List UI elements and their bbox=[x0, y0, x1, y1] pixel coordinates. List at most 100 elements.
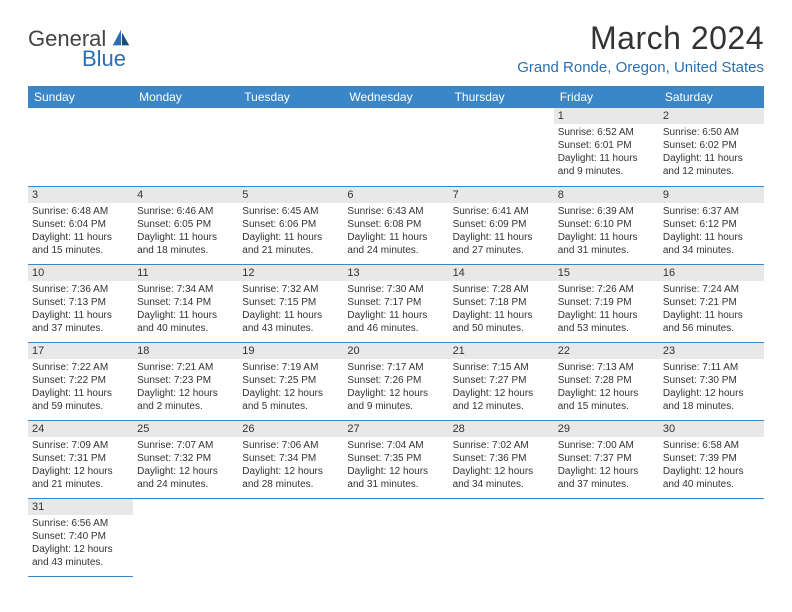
day-number: 26 bbox=[238, 421, 343, 437]
sunrise-text: Sunrise: 6:50 AM bbox=[663, 126, 760, 139]
sunset-text: Sunset: 7:14 PM bbox=[137, 296, 234, 309]
sunrise-text: Sunrise: 7:09 AM bbox=[32, 439, 129, 452]
sunrise-text: Sunrise: 7:07 AM bbox=[137, 439, 234, 452]
calendar-cell: 16 Sunrise: 7:24 AMSunset: 7:21 PMDayligh… bbox=[659, 264, 764, 342]
sun-info: Sunrise: 7:15 AMSunset: 7:27 PMDaylight:… bbox=[453, 361, 550, 413]
sun-info: Sunrise: 6:46 AMSunset: 6:05 PMDaylight:… bbox=[137, 205, 234, 257]
sunrise-text: Sunrise: 6:45 AM bbox=[242, 205, 339, 218]
calendar-cell bbox=[238, 498, 343, 576]
calendar-cell: 12Sunrise: 7:32 AMSunset: 7:15 PMDayligh… bbox=[238, 264, 343, 342]
day-number: 8 bbox=[554, 187, 659, 203]
daylight-text: Daylight: 11 hours and 46 minutes. bbox=[347, 309, 444, 335]
sunset-text: Sunset: 7:21 PM bbox=[663, 296, 760, 309]
sunrise-text: Sunrise: 7:21 AM bbox=[137, 361, 234, 374]
sun-info: Sunrise: 6:58 AMSunset: 7:39 PMDaylight:… bbox=[663, 439, 760, 491]
daylight-text: Daylight: 12 hours and 9 minutes. bbox=[347, 387, 444, 413]
calendar-cell bbox=[343, 498, 448, 576]
sun-info: Sunrise: 6:48 AMSunset: 6:04 PMDaylight:… bbox=[32, 205, 129, 257]
sunrise-text: Sunrise: 7:34 AM bbox=[137, 283, 234, 296]
sunset-text: Sunset: 6:04 PM bbox=[32, 218, 129, 231]
logo-text-blue: Blue bbox=[82, 46, 126, 71]
calendar-cell: 20Sunrise: 7:17 AMSunset: 7:26 PMDayligh… bbox=[343, 342, 448, 420]
daylight-text: Daylight: 12 hours and 34 minutes. bbox=[453, 465, 550, 491]
sun-info: Sunrise: 6:41 AMSunset: 6:09 PMDaylight:… bbox=[453, 205, 550, 257]
calendar-cell bbox=[449, 498, 554, 576]
daylight-text: Daylight: 11 hours and 21 minutes. bbox=[242, 231, 339, 257]
calendar-body: 1Sunrise: 6:52 AMSunset: 6:01 PMDaylight… bbox=[28, 108, 764, 576]
sun-info: Sunrise: 7:32 AMSunset: 7:15 PMDaylight:… bbox=[242, 283, 339, 335]
daylight-text: Daylight: 11 hours and 53 minutes. bbox=[558, 309, 655, 335]
daylight-text: Daylight: 12 hours and 18 minutes. bbox=[663, 387, 760, 413]
day-number: 16 bbox=[659, 265, 764, 281]
daylight-text: Daylight: 12 hours and 43 minutes. bbox=[32, 543, 129, 569]
sunset-text: Sunset: 6:01 PM bbox=[558, 139, 655, 152]
daylight-text: Daylight: 11 hours and 56 minutes. bbox=[663, 309, 760, 335]
sunset-text: Sunset: 7:22 PM bbox=[32, 374, 129, 387]
calendar-cell: 8 Sunrise: 6:39 AMSunset: 6:10 PMDaylight… bbox=[554, 186, 659, 264]
calendar-cell: 13Sunrise: 7:30 AMSunset: 7:17 PMDayligh… bbox=[343, 264, 448, 342]
sun-info: Sunrise: 7:07 AMSunset: 7:32 PMDaylight:… bbox=[137, 439, 234, 491]
daylight-text: Daylight: 12 hours and 5 minutes. bbox=[242, 387, 339, 413]
sun-info: Sunrise: 7:19 AMSunset: 7:25 PMDaylight:… bbox=[242, 361, 339, 413]
daylight-text: Daylight: 12 hours and 12 minutes. bbox=[453, 387, 550, 413]
daylight-text: Daylight: 12 hours and 28 minutes. bbox=[242, 465, 339, 491]
sunrise-text: Sunrise: 7:04 AM bbox=[347, 439, 444, 452]
sun-info: Sunrise: 7:24 AMSunset: 7:21 PMDaylight:… bbox=[663, 283, 760, 335]
calendar-cell: 25 Sunrise: 7:07 AMSunset: 7:32 PMDayligh… bbox=[133, 420, 238, 498]
sunset-text: Sunset: 7:18 PM bbox=[453, 296, 550, 309]
day-number: 3 bbox=[28, 187, 133, 203]
daylight-text: Daylight: 11 hours and 43 minutes. bbox=[242, 309, 339, 335]
day-number: 31 bbox=[28, 499, 133, 515]
sunset-text: Sunset: 7:31 PM bbox=[32, 452, 129, 465]
sunrise-text: Sunrise: 7:28 AM bbox=[453, 283, 550, 296]
calendar-cell: 22Sunrise: 7:13 AMSunset: 7:28 PMDayligh… bbox=[554, 342, 659, 420]
calendar-page: General March 2024 Grand Ronde, Oregon, … bbox=[0, 0, 792, 597]
sunset-text: Sunset: 6:10 PM bbox=[558, 218, 655, 231]
day-number: 9 bbox=[659, 187, 764, 203]
sunset-text: Sunset: 7:32 PM bbox=[137, 452, 234, 465]
day-number: 18 bbox=[133, 343, 238, 359]
calendar-cell: 17Sunrise: 7:22 AMSunset: 7:22 PMDayligh… bbox=[28, 342, 133, 420]
sun-info: Sunrise: 6:45 AMSunset: 6:06 PMDaylight:… bbox=[242, 205, 339, 257]
sunset-text: Sunset: 7:34 PM bbox=[242, 452, 339, 465]
calendar-row: 17Sunrise: 7:22 AMSunset: 7:22 PMDayligh… bbox=[28, 342, 764, 420]
day-number: 11 bbox=[133, 265, 238, 281]
calendar-cell bbox=[133, 498, 238, 576]
daylight-text: Daylight: 11 hours and 18 minutes. bbox=[137, 231, 234, 257]
day-number: 6 bbox=[343, 187, 448, 203]
calendar-cell: 7Sunrise: 6:41 AMSunset: 6:09 PMDaylight… bbox=[449, 186, 554, 264]
daylight-text: Daylight: 12 hours and 40 minutes. bbox=[663, 465, 760, 491]
sunset-text: Sunset: 7:19 PM bbox=[558, 296, 655, 309]
day-number: 25 bbox=[133, 421, 238, 437]
day-number: 17 bbox=[28, 343, 133, 359]
sunrise-text: Sunrise: 7:19 AM bbox=[242, 361, 339, 374]
sunrise-text: Sunrise: 7:13 AM bbox=[558, 361, 655, 374]
sunrise-text: Sunrise: 6:43 AM bbox=[347, 205, 444, 218]
sun-info: Sunrise: 6:56 AMSunset: 7:40 PMDaylight:… bbox=[32, 517, 129, 569]
calendar-cell: 27Sunrise: 7:04 AMSunset: 7:35 PMDayligh… bbox=[343, 420, 448, 498]
sunrise-text: Sunrise: 7:06 AM bbox=[242, 439, 339, 452]
calendar-cell: 18Sunrise: 7:21 AMSunset: 7:23 PMDayligh… bbox=[133, 342, 238, 420]
daylight-text: Daylight: 11 hours and 37 minutes. bbox=[32, 309, 129, 335]
day-number: 5 bbox=[238, 187, 343, 203]
sun-info: Sunrise: 7:30 AMSunset: 7:17 PMDaylight:… bbox=[347, 283, 444, 335]
calendar-cell bbox=[28, 108, 133, 186]
sunset-text: Sunset: 7:39 PM bbox=[663, 452, 760, 465]
sunrise-text: Sunrise: 7:32 AM bbox=[242, 283, 339, 296]
sunrise-text: Sunrise: 6:52 AM bbox=[558, 126, 655, 139]
daylight-text: Daylight: 12 hours and 15 minutes. bbox=[558, 387, 655, 413]
calendar-cell: 29Sunrise: 7:00 AMSunset: 7:37 PMDayligh… bbox=[554, 420, 659, 498]
sun-info: Sunrise: 7:26 AMSunset: 7:19 PMDaylight:… bbox=[558, 283, 655, 335]
day-header: Saturday bbox=[659, 86, 764, 108]
sunset-text: Sunset: 7:23 PM bbox=[137, 374, 234, 387]
sunset-text: Sunset: 7:13 PM bbox=[32, 296, 129, 309]
sun-info: Sunrise: 7:02 AMSunset: 7:36 PMDaylight:… bbox=[453, 439, 550, 491]
sun-info: Sunrise: 6:39 AMSunset: 6:10 PMDaylight:… bbox=[558, 205, 655, 257]
sunset-text: Sunset: 6:06 PM bbox=[242, 218, 339, 231]
sun-info: Sunrise: 6:52 AMSunset: 6:01 PMDaylight:… bbox=[558, 126, 655, 178]
sunrise-text: Sunrise: 7:11 AM bbox=[663, 361, 760, 374]
sunrise-text: Sunrise: 6:37 AM bbox=[663, 205, 760, 218]
sunset-text: Sunset: 7:35 PM bbox=[347, 452, 444, 465]
sunrise-text: Sunrise: 6:58 AM bbox=[663, 439, 760, 452]
day-number: 4 bbox=[133, 187, 238, 203]
